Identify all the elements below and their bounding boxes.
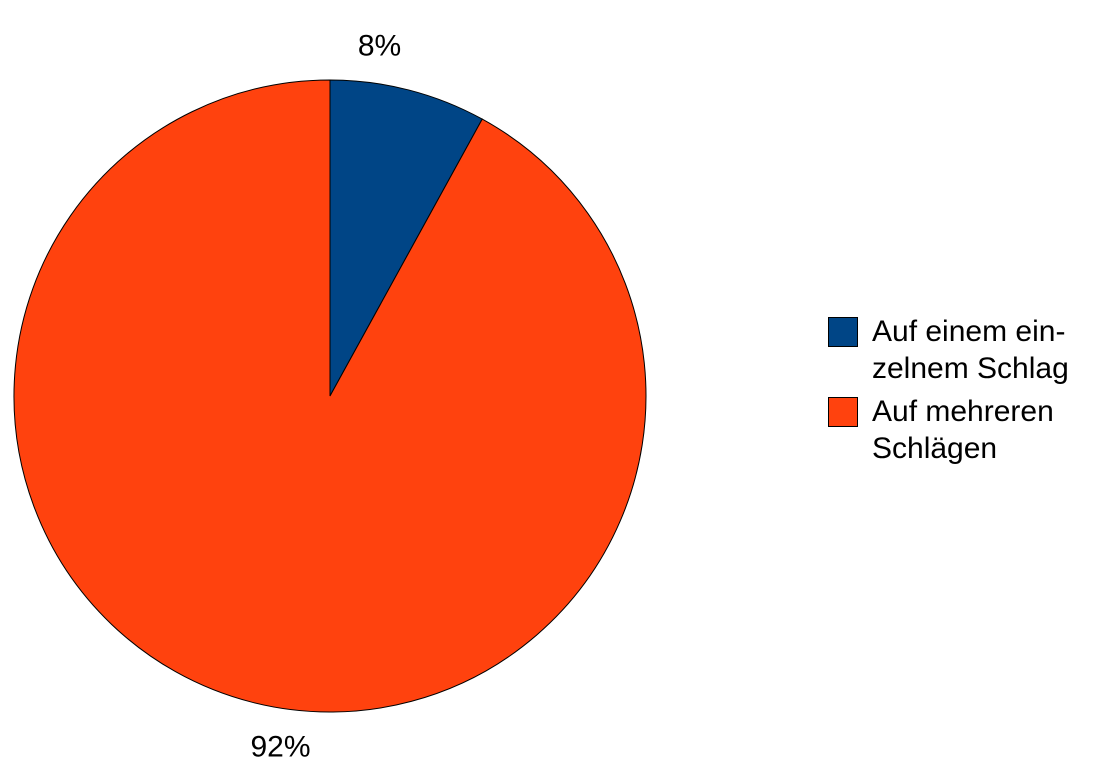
legend-swatch-einzelnem-schlag: [828, 317, 858, 347]
pie-slice-mehreren-schlaegen: [13, 79, 647, 713]
pie-slice-einzelnem-schlag: [329, 79, 483, 397]
pie-slice-labels: 8% 92%: [250, 29, 401, 763]
legend-item-einzelnem-schlag: Auf einem ein- zelnem Schlag: [828, 313, 1098, 387]
pie-slices: [13, 79, 647, 713]
pie-label-mehreren-schlaegen: 92%: [250, 731, 310, 764]
legend-item-mehreren-schlaegen: Auf mehreren Schlägen: [828, 393, 1098, 467]
pie-label-einzelnem-schlag: 8%: [358, 29, 401, 62]
legend-label-einzelnem-schlag: Auf einem ein- zelnem Schlag: [872, 315, 1069, 385]
legend-label-mehreren-schlaegen: Auf mehreren Schlägen: [872, 395, 1054, 465]
chart-legend: Auf einem ein- zelnem Schlag Auf mehrere…: [828, 313, 1098, 473]
legend-swatch-mehreren-schlaegen: [828, 397, 858, 427]
